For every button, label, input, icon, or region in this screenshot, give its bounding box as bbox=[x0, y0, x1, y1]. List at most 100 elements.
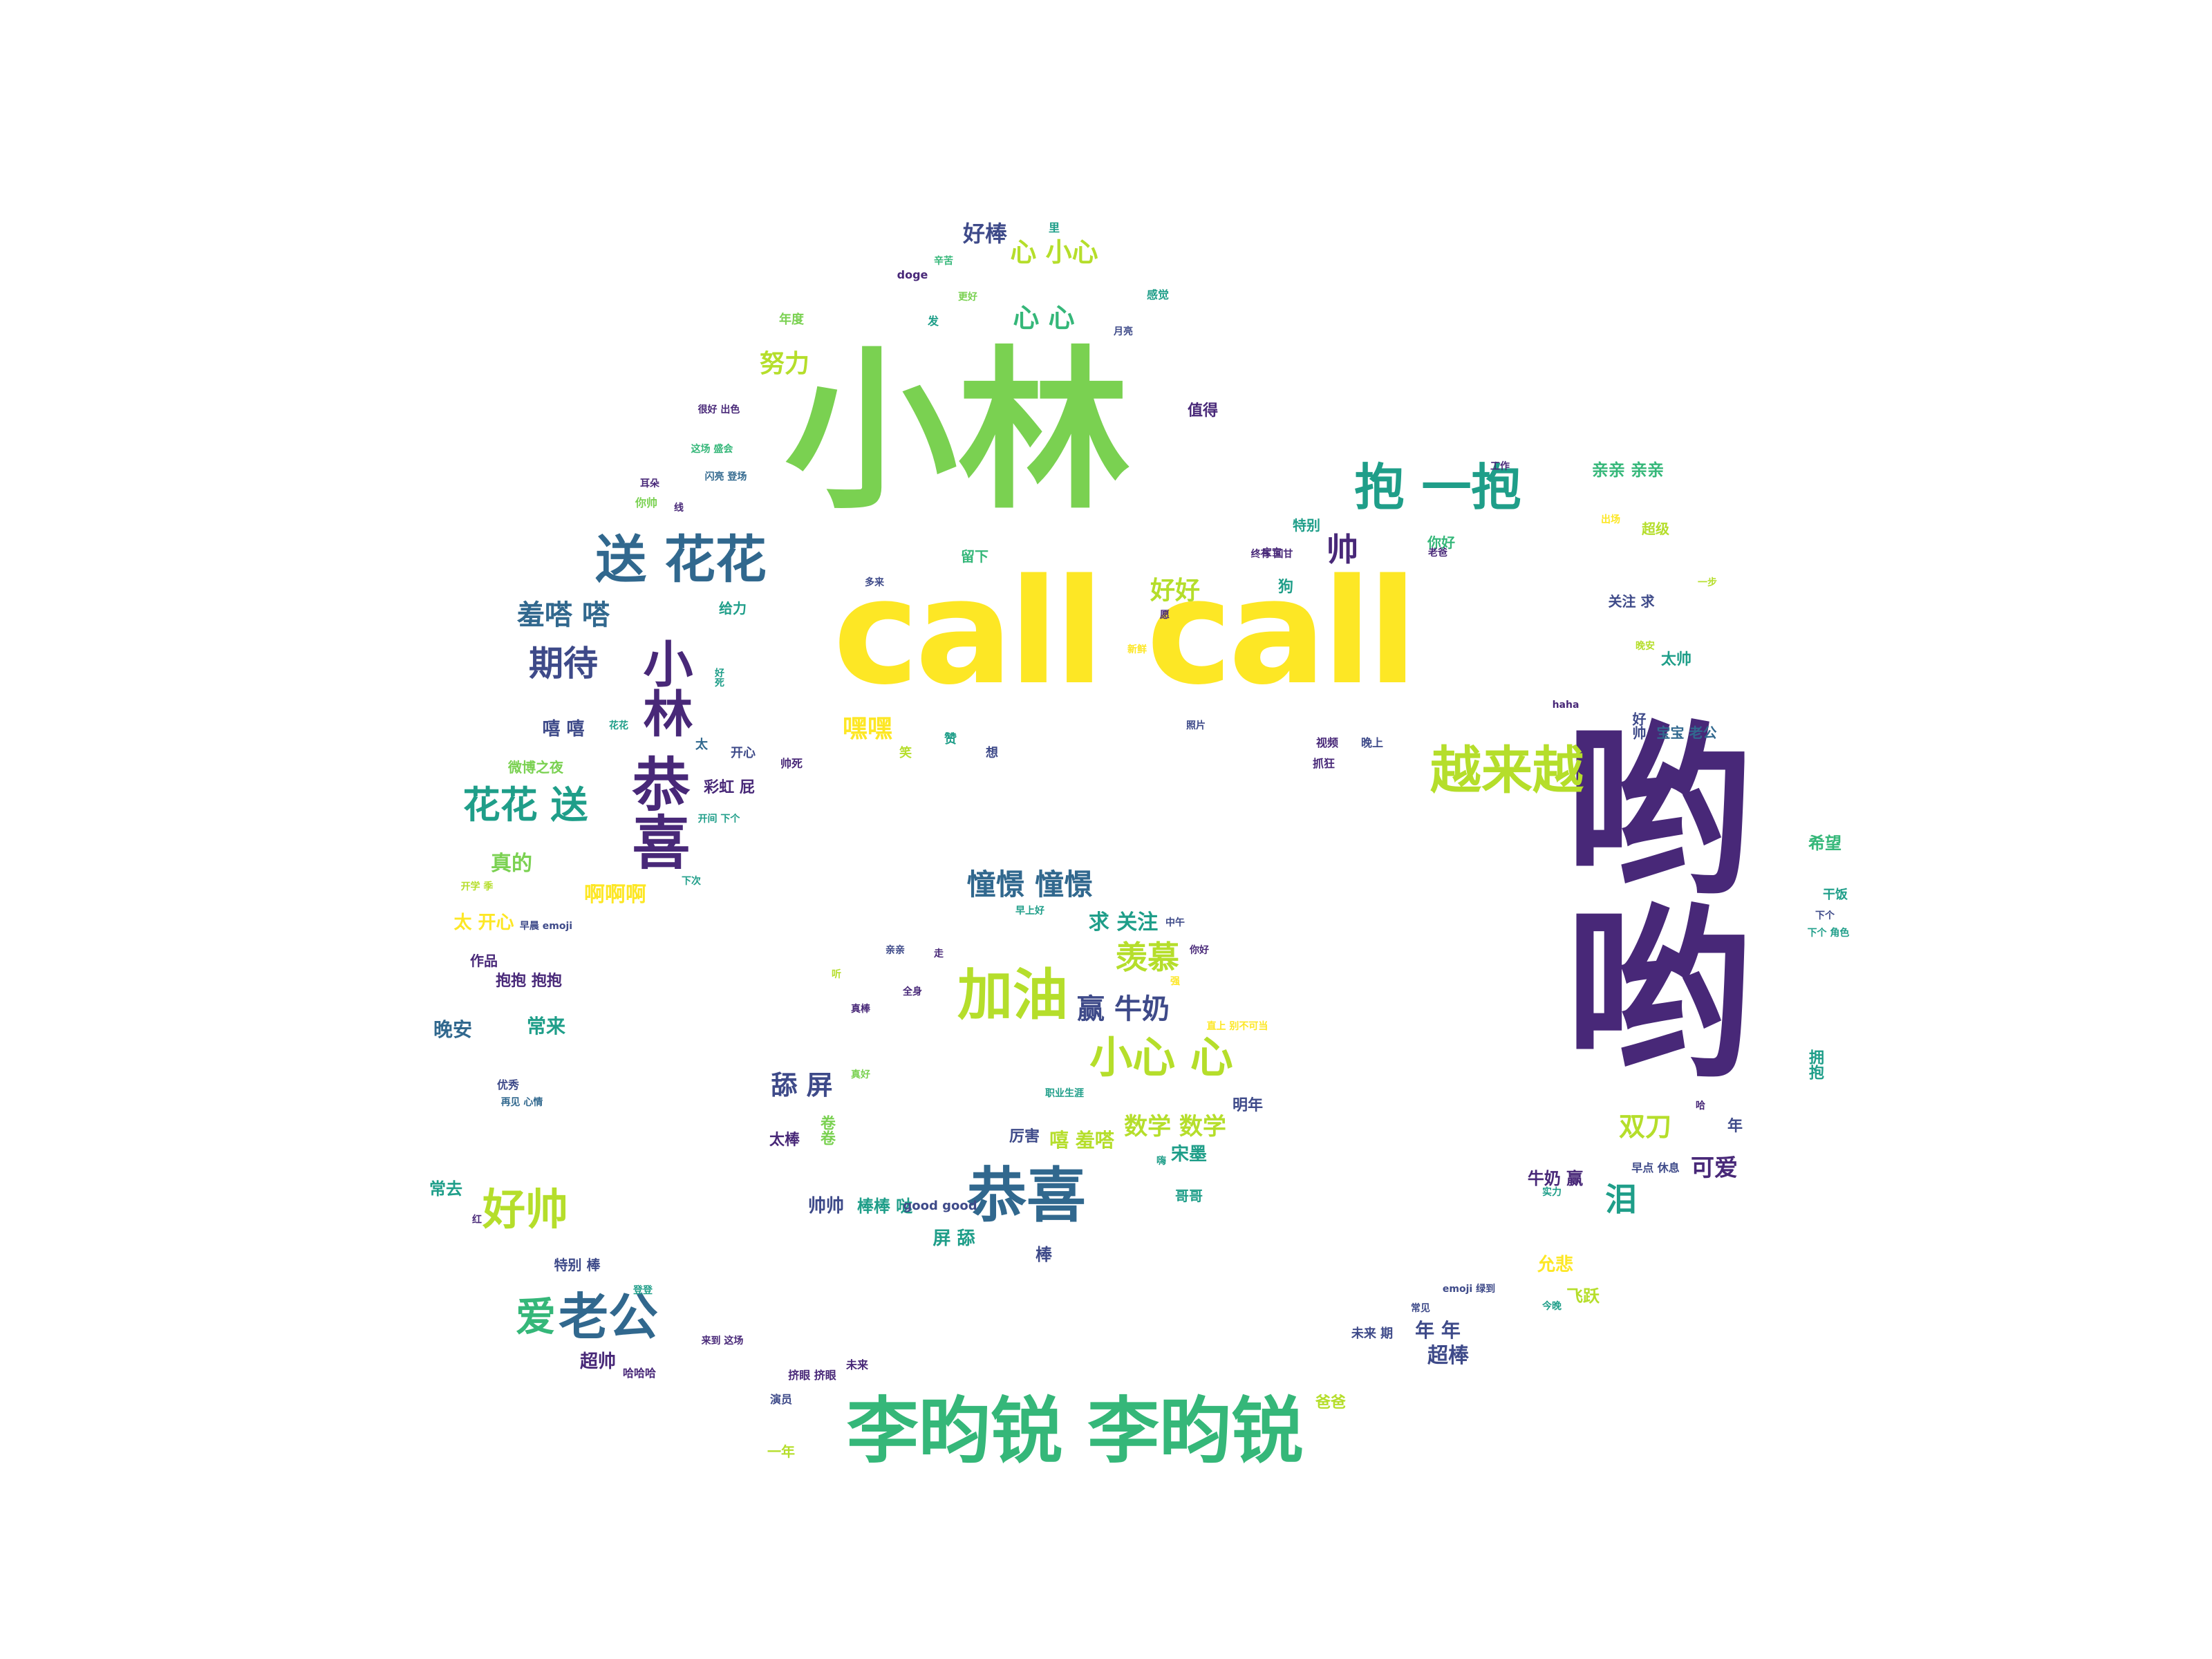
word-heihei: 嘿嘿 bbox=[842, 715, 893, 743]
word-ganfan: 干饭 bbox=[1823, 888, 1848, 902]
word-baobao-laogong: 宝宝 老公 bbox=[1656, 724, 1717, 741]
word-shanliang-dengchang: 闪亮 登场 bbox=[704, 471, 747, 482]
word-xiang: 想 bbox=[986, 746, 998, 760]
word-tebie: 特别 bbox=[1293, 517, 1320, 534]
word-hahaha: 哈哈哈 bbox=[622, 1367, 657, 1380]
word-liuxia: 留下 bbox=[961, 548, 988, 565]
word-laoba: 老爸 bbox=[1428, 547, 1447, 559]
word-ai: 爱 bbox=[515, 1293, 556, 1340]
word-henhao-chuse: 很好 出色 bbox=[697, 404, 740, 415]
word-aaa: 啊啊啊 bbox=[584, 883, 646, 907]
word-lei: 泪 bbox=[1605, 1181, 1637, 1218]
word-hong: 红 bbox=[472, 1215, 482, 1226]
word-qidai: 期待 bbox=[529, 644, 598, 684]
word-zhiye-shengya: 职业生涯 bbox=[1045, 1088, 1084, 1099]
word-qiang: 强 bbox=[1170, 976, 1180, 987]
word-li-yunrui: 李昀锐 李昀锐 bbox=[846, 1389, 1304, 1473]
word-zhide: 值得 bbox=[1187, 402, 1219, 420]
word-nishuai: 你帅 bbox=[635, 496, 658, 509]
word-shuangdao: 双刀 bbox=[1618, 1112, 1672, 1142]
word-chongjing: 憧憬 憧憬 bbox=[966, 868, 1094, 901]
word-dengdeng: 登登 bbox=[633, 1285, 653, 1296]
word-xin-xiaoxin: 心 小心 bbox=[1010, 237, 1098, 268]
word-xi-xiuda: 嘻 羞嗒 bbox=[1049, 1129, 1114, 1152]
word-haha: haha bbox=[1552, 700, 1580, 711]
word-wanan: 晚安 bbox=[433, 1018, 473, 1041]
word-shipin: 视频 bbox=[1315, 736, 1339, 749]
word-erduo: 耳朵 bbox=[640, 478, 659, 489]
word-geili: 给力 bbox=[719, 600, 747, 617]
word-gongxi-vertical: 恭喜 bbox=[623, 754, 691, 870]
word-haohao: 好好 bbox=[1150, 577, 1201, 605]
word-niandu: 年度 bbox=[779, 312, 804, 327]
word-xiao: 笑 bbox=[899, 746, 912, 760]
word-shili: 实力 bbox=[1542, 1187, 1562, 1198]
word-haoshuai: 好帅 bbox=[482, 1184, 569, 1235]
word-weibo-zhiye: 微博之夜 bbox=[508, 759, 563, 776]
word-huahua-small: 花花 bbox=[609, 720, 628, 731]
word-baobao: 抱抱 抱抱 bbox=[496, 973, 562, 990]
word-shuaisi: 帅死 bbox=[780, 757, 803, 770]
word-yo-1: 哟 bbox=[1566, 703, 1752, 921]
word-zhuakuang: 抓狂 bbox=[1312, 757, 1335, 770]
word-xiage: 下个 bbox=[1815, 910, 1835, 921]
word-qinqin-small: 亲亲 bbox=[885, 945, 905, 956]
word-li: 里 bbox=[1048, 221, 1060, 234]
word-call-call: call call bbox=[833, 547, 1417, 717]
word-keai: 可爱 bbox=[1691, 1154, 1738, 1182]
word-kaixue-ji: 开学 季 bbox=[460, 881, 494, 892]
word-shuxue: 数学 数学 bbox=[1124, 1113, 1226, 1141]
word-good-good: good good bbox=[903, 1199, 977, 1213]
word-yongbao: 拥抱 bbox=[1806, 1049, 1824, 1080]
word-xiwang: 希望 bbox=[1808, 834, 1841, 853]
word-juanjuan: 卷卷 bbox=[818, 1115, 835, 1145]
word-nuli: 努力 bbox=[759, 350, 810, 378]
word-tian-ping: 舔 屏 bbox=[771, 1070, 833, 1100]
word-ying-niunai: 赢 牛奶 bbox=[1077, 993, 1170, 1025]
word-haoshuai-vertical: 好帅 bbox=[1630, 712, 1647, 740]
word-xiaolin-vertical: 小林 bbox=[635, 638, 693, 738]
word-yibu: 一步 bbox=[1698, 577, 1717, 588]
word-nihao: 你好 bbox=[1427, 534, 1455, 551]
word-ting: 听 bbox=[832, 969, 841, 980]
word-yueliang: 月亮 bbox=[1114, 326, 1133, 337]
word-chaobang: 超棒 bbox=[1427, 1344, 1469, 1368]
word-duolai: 多来 bbox=[865, 577, 884, 588]
word-laidao-zhechang: 来到 这场 bbox=[701, 1335, 744, 1347]
word-qiu-guanzhu: 求 关注 bbox=[1088, 910, 1159, 935]
word-gou: 狗 bbox=[1277, 579, 1294, 596]
word-zou: 走 bbox=[934, 948, 944, 959]
word-chuchang: 出场 bbox=[1601, 514, 1620, 525]
word-jinwan: 今晚 bbox=[1542, 1301, 1562, 1312]
word-feiyue: 飞跃 bbox=[1566, 1286, 1600, 1306]
word-xinku: 辛苦 bbox=[934, 256, 953, 267]
word-shuai: 帅 bbox=[1327, 531, 1358, 568]
word-changqu: 常去 bbox=[429, 1179, 462, 1199]
word-nian-nian: 年 年 bbox=[1415, 1319, 1461, 1342]
word-xian: 线 bbox=[674, 503, 684, 514]
word-songmo: 宋墨 bbox=[1170, 1144, 1208, 1165]
word-qinqin: 亲亲 亲亲 bbox=[1591, 460, 1665, 480]
word-xin-xin: 心 心 bbox=[1013, 303, 1075, 333]
word-haosi: 好死 bbox=[713, 668, 724, 687]
word-xi-xi: 嘻 嘻 bbox=[542, 719, 585, 740]
word-xinxian: 新鲜 bbox=[1127, 644, 1147, 655]
word-xianmu: 羡慕 bbox=[1116, 939, 1179, 976]
word-kaixin: 开心 bbox=[731, 746, 756, 760]
word-xiaolin: 小林 bbox=[785, 331, 1130, 532]
word-ha: 哈 bbox=[1696, 1100, 1705, 1112]
word-tai: 太 bbox=[695, 738, 708, 752]
word-guanzhu-qiu: 关注 求 bbox=[1608, 593, 1655, 610]
word-chaoji: 超级 bbox=[1642, 521, 1669, 537]
word-jiyan: 挤眼 挤眼 bbox=[788, 1369, 836, 1382]
word-changjian: 常见 bbox=[1411, 1303, 1430, 1314]
word-fa: 发 bbox=[927, 315, 939, 328]
word-tebie-bang: 特别 棒 bbox=[554, 1257, 601, 1273]
word-caihong-pi: 彩虹 屁 bbox=[704, 779, 755, 796]
word-bangbangda: 棒棒 哒 bbox=[856, 1197, 913, 1216]
word-zaodian-xiuxi: 早点 休息 bbox=[1631, 1161, 1680, 1174]
word-nian: 年 bbox=[1727, 1118, 1743, 1135]
word-ganjue: 感觉 bbox=[1146, 288, 1170, 301]
word-zaochen-emoji: 早晨 emoji bbox=[519, 921, 573, 932]
